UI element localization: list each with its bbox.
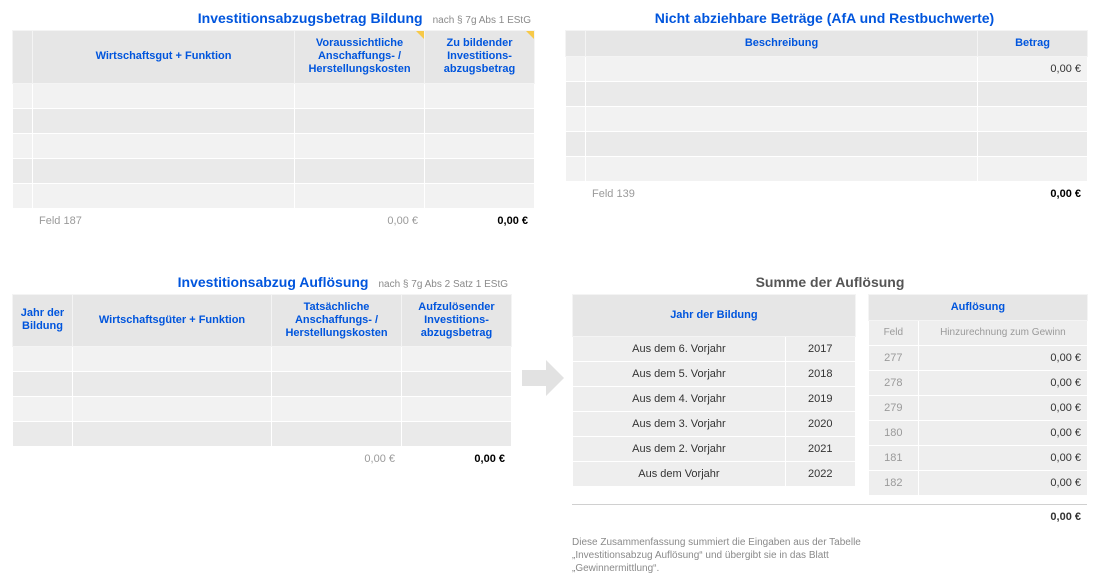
feld-number: 277 (868, 345, 918, 370)
col-betrag: Betrag (978, 31, 1088, 57)
table-row[interactable] (13, 397, 512, 422)
panel-title: Investitionsabzugsbetrag Bildung (198, 10, 423, 26)
footer-field-label: Feld 187 (33, 208, 295, 233)
hinzu-value: 0,00 € (918, 395, 1087, 420)
footer-field-label: Feld 139 (586, 182, 978, 207)
panel-nicht-abziehbar: Nicht abziehbare Beträge (AfA und Restbu… (565, 10, 1088, 207)
panel-title: Investitionsabzug Auflösung (178, 274, 369, 290)
footer-sum-aufl: 0,00 € (402, 447, 512, 472)
table-row: Aus dem 6. Vorjahr2017 (573, 336, 856, 361)
year-label: Aus dem 6. Vorjahr (573, 336, 786, 361)
panel-iab-bildung: Investitionsabzugsbetrag Bildung nach § … (12, 10, 535, 234)
hinzu-value: 0,00 € (918, 420, 1087, 445)
table-row: Aus dem 2. Vorjahr2021 (573, 436, 856, 461)
table-aufloesung: Auflösung Feld Hinzurechnung zum Gewinn … (868, 294, 1088, 496)
col-wirtschaftsgueter: Wirtschaftsgüter + Funktion (73, 294, 272, 347)
year-label: Aus dem 5. Vorjahr (573, 361, 786, 386)
table-row[interactable]: 0,00 € (566, 57, 1088, 82)
year-value: 2022 (785, 461, 855, 486)
year-label: Aus dem 2. Vorjahr (573, 436, 786, 461)
col-aufloesung: Auflösung (868, 294, 1087, 320)
table-row[interactable] (13, 372, 512, 397)
panel-title: Summe der Auflösung (572, 274, 1088, 290)
table-row: 2770,00 € (868, 345, 1087, 370)
year-value: 2021 (785, 436, 855, 461)
table-row[interactable] (566, 132, 1088, 157)
note-flag-icon (416, 31, 424, 39)
year-label: Aus dem Vorjahr (573, 461, 786, 486)
table-row: Aus dem 3. Vorjahr2020 (573, 411, 856, 436)
panel-iab-aufloesung: Investitionsabzug Auflösung nach § 7g Ab… (12, 274, 512, 473)
table-row[interactable] (13, 83, 535, 108)
col-jahr: Jahr der Bildung (13, 294, 73, 347)
col-zu-bildender: Zu bildender Investitions-abzugsbetrag (425, 31, 535, 84)
panel-summe-aufloesung: Summe der Auflösung Jahr der Bildung Aus… (572, 274, 1088, 575)
feld-number: 180 (868, 420, 918, 445)
table-row: 2790,00 € (868, 395, 1087, 420)
table-total: 0,00 € (572, 504, 1088, 530)
year-label: Aus dem 4. Vorjahr (573, 386, 786, 411)
footer-sum-costs: 0,00 € (272, 447, 402, 472)
table-iab-aufloesung: Jahr der Bildung Wirtschaftsgüter + Funk… (12, 294, 512, 473)
year-label: Aus dem 3. Vorjahr (573, 411, 786, 436)
table-row[interactable] (13, 347, 512, 372)
hinzu-value: 0,00 € (918, 370, 1087, 395)
footer-sum-iab: 0,00 € (425, 208, 535, 233)
year-value: 2020 (785, 411, 855, 436)
table-row[interactable] (566, 157, 1088, 182)
hinzu-value: 0,00 € (918, 345, 1087, 370)
sub-feld: Feld (868, 320, 918, 345)
table-row[interactable] (566, 82, 1088, 107)
year-value: 2018 (785, 361, 855, 386)
feld-number: 278 (868, 370, 918, 395)
col-aufzuloesender: Aufzulösender Investitions-abzugsbetrag (402, 294, 512, 347)
arrow-icon (512, 274, 572, 402)
table-row: 1800,00 € (868, 420, 1087, 445)
table-row[interactable] (13, 108, 535, 133)
footnote-text: Diese Zusammenfassung summiert die Einga… (572, 536, 872, 575)
year-value: 2017 (785, 336, 855, 361)
year-value: 2019 (785, 386, 855, 411)
table-row: Aus dem 4. Vorjahr2019 (573, 386, 856, 411)
table-row: 1820,00 € (868, 470, 1087, 495)
col-jahr-bildung: Jahr der Bildung (573, 294, 856, 336)
footer-sum: 0,00 € (978, 182, 1088, 207)
table-row: 1810,00 € (868, 445, 1087, 470)
note-flag-icon (526, 31, 534, 39)
feld-number: 181 (868, 445, 918, 470)
table-iab-bildung: Wirtschaftsgut + Funktion Voraussichtlic… (12, 30, 535, 234)
col-wirtschaftsgut: Wirtschaftsgut + Funktion (33, 31, 295, 84)
table-row[interactable] (13, 158, 535, 183)
feld-number: 279 (868, 395, 918, 420)
hinzu-value: 0,00 € (918, 445, 1087, 470)
table-row: Aus dem Vorjahr2022 (573, 461, 856, 486)
col-voraussichtliche: Voraussichtliche Anschaffungs- / Herstel… (295, 31, 425, 84)
table-jahr-bildung: Jahr der Bildung Aus dem 6. Vorjahr2017A… (572, 294, 856, 487)
col-beschreibung: Beschreibung (586, 31, 978, 57)
table-row[interactable] (566, 107, 1088, 132)
panel-title: Nicht abziehbare Beträge (AfA und Restbu… (655, 10, 994, 26)
feld-number: 182 (868, 470, 918, 495)
col-tatsaechliche: Tatsächliche Anschaffungs- / Herstellung… (272, 294, 402, 347)
hinzu-value: 0,00 € (918, 470, 1087, 495)
sub-hinzurechnung: Hinzurechnung zum Gewinn (918, 320, 1087, 345)
table-row: 2780,00 € (868, 370, 1087, 395)
panel-subtitle: nach § 7g Abs 2 Satz 1 EStG (378, 279, 508, 290)
table-row[interactable] (13, 183, 535, 208)
table-nicht-abziehbar: Beschreibung Betrag 0,00 € Feld 139 0,00… (565, 30, 1088, 207)
total-value: 0,00 € (573, 504, 1088, 529)
footer-sum-costs: 0,00 € (295, 208, 425, 233)
table-row[interactable] (13, 133, 535, 158)
table-row: Aus dem 5. Vorjahr2018 (573, 361, 856, 386)
table-row[interactable] (13, 422, 512, 447)
panel-subtitle: nach § 7g Abs 1 EStG (433, 15, 531, 26)
